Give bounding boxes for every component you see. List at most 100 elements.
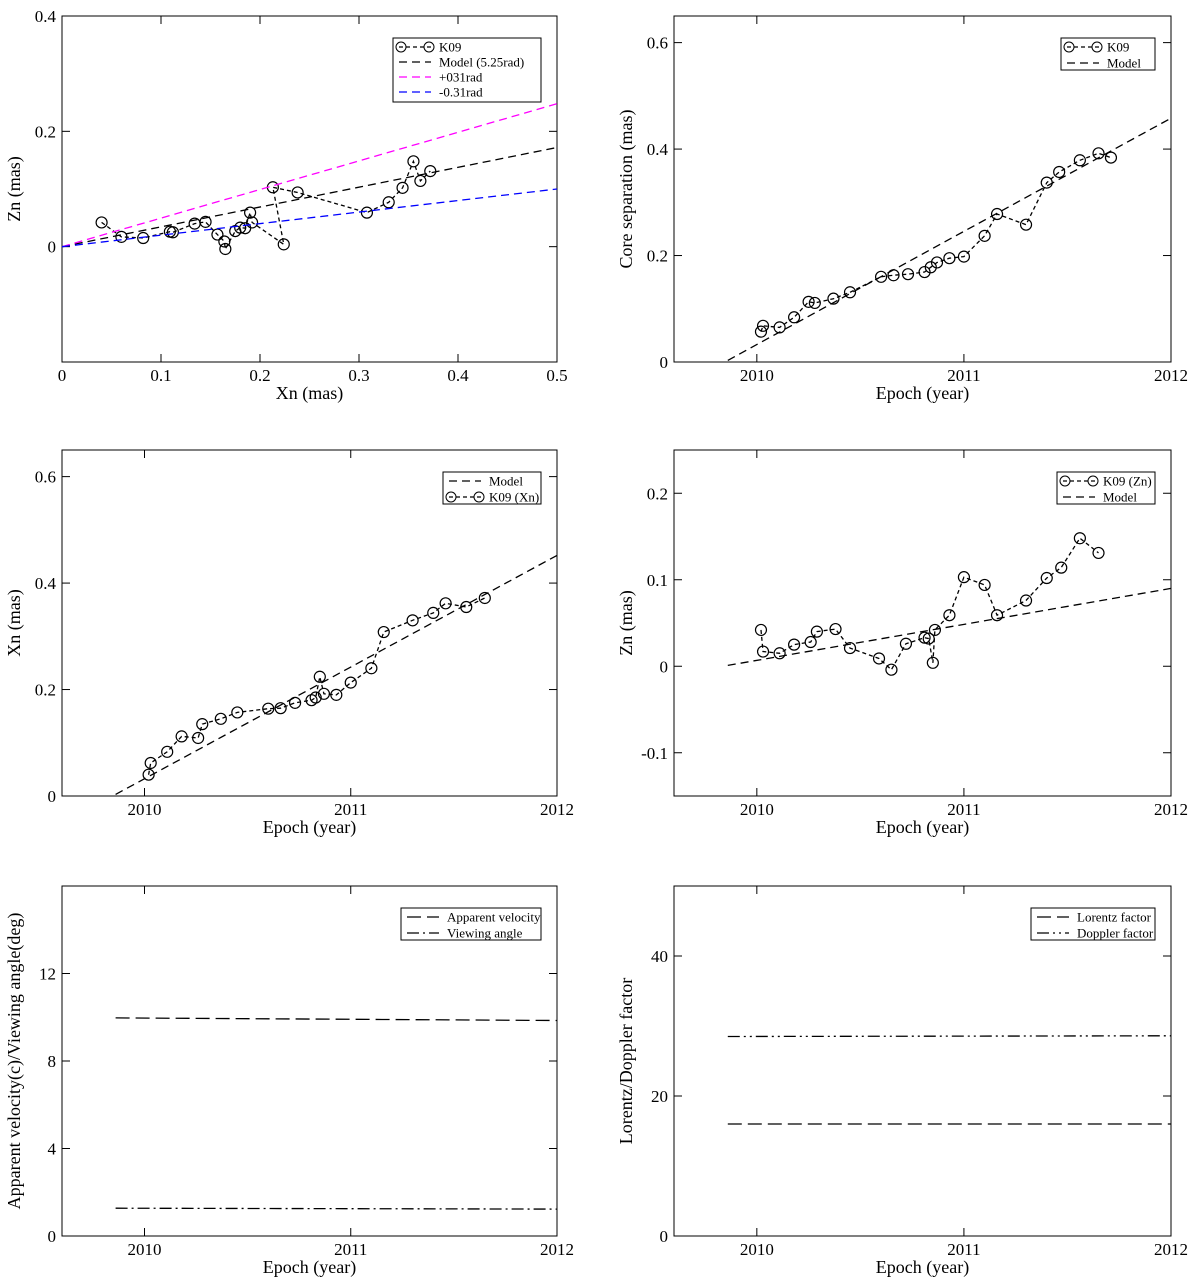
x-axis-label: Epoch (year) [876,1257,969,1278]
legend-label: Doppler factor [1077,926,1154,941]
series-line-k09-xn [147,597,486,775]
series-line-apparent-velocity [115,1017,558,1022]
data-point [234,221,247,234]
data-point [291,186,304,199]
data-point [309,691,322,704]
y-tick-label: 0.4 [35,574,57,593]
y-tick-label: 4 [48,1140,57,1159]
y-tick-label: 0 [48,1227,57,1246]
legend-box [1030,907,1156,941]
data-point [874,270,888,283]
series-line-model [727,587,1172,667]
legend-label: Lorentz factor [1077,910,1152,925]
y-axis-label: Core separation (mas) [616,110,637,269]
data-point [918,631,931,644]
data-point [137,231,150,245]
data-point [196,718,209,731]
data-point [330,688,343,701]
data-point [344,676,357,689]
data-point [957,571,971,584]
series-line-doppler-factor [727,1035,1172,1038]
data-point [406,614,419,627]
data-point [1073,154,1086,167]
y-tick-label: 0.2 [35,122,56,141]
legend-label: +031rad [439,70,483,85]
y-tick-label: 0 [660,657,669,676]
x-tick-label: 0.1 [150,366,171,385]
legend-label: Viewing angle [447,926,523,941]
legend-marker [395,41,407,53]
data-point [788,638,801,651]
data-point [773,321,786,334]
legend-marker [473,491,485,503]
x-tick-label: 0.2 [249,366,270,385]
y-tick-label: 0.2 [647,484,668,503]
data-point [990,609,1004,622]
x-tick-label: 0.5 [546,366,567,385]
y-axis-label: Zn (mas) [4,156,25,221]
data-point [957,250,971,263]
data-point [396,181,409,194]
data-point [1019,218,1033,231]
data-point [199,215,212,228]
data-point [843,641,857,655]
series-line-k09 [101,159,431,252]
plot-frame [673,449,1172,797]
y-tick-label: -0.1 [641,744,668,763]
legend-label: Model [1103,490,1137,505]
legend-marker [423,41,435,53]
data-point [1040,571,1053,585]
data-point [142,768,155,781]
y-tick-label: 0 [660,1227,669,1246]
data-point [427,606,440,619]
x-tick-label: 0 [58,366,67,385]
data-point [943,252,956,265]
data-point [990,207,1004,221]
chart-3: 2010 2011 2012 0 0.2 0.4 0.6 Epoch (year) Xn (ma… [4,449,574,838]
legend-label: K09 (Zn) [1103,474,1152,489]
x-tick-label: 2010 [740,366,774,385]
x-tick-label: 2011 [947,1240,980,1259]
data-point [360,206,374,219]
x-tick-label: 0.4 [447,366,469,385]
data-point [377,625,390,639]
y-tick-label: 0.6 [647,34,668,53]
data-point [885,663,898,676]
y-tick-label: 0.6 [35,468,56,487]
data-point [1019,594,1033,607]
chart-5: 2010 2011 2012 0 4 8 12 Epoch (year) Apparent ve… [4,885,574,1278]
x-tick-label: 2011 [334,800,367,819]
x-axis-label: Epoch (year) [263,1257,356,1278]
data-point [175,730,188,743]
data-point [1055,561,1068,574]
data-point [802,295,815,308]
x-tick-label: 2012 [1154,800,1188,819]
legend-label: Apparent velocity [447,910,541,925]
data-point [788,311,801,324]
data-point [478,591,491,605]
data-point [244,206,257,219]
series-line-031rad [61,103,558,248]
y-tick-label: 12 [39,965,56,984]
data-point [827,292,840,305]
data-point [1104,151,1118,164]
plot-frame [61,449,558,797]
data-point [810,625,823,638]
x-tick-label: 2012 [540,800,574,819]
data-point [214,712,227,725]
y-tick-label: 0 [48,238,57,257]
data-point [1092,546,1105,560]
data-point [365,662,378,675]
data-point [219,242,232,256]
chart-4: 2010 2011 2012 -0.1 0 0.1 0.2 Epoch (year) Zn (m… [616,449,1188,838]
legend-box [1060,37,1156,71]
data-point [804,635,817,649]
data-point [192,731,205,745]
data-point [928,623,942,637]
legend-label: -0.31rad [439,85,483,100]
legend-box [1056,471,1156,505]
data-point [926,656,939,669]
data-point [1053,165,1066,179]
x-axis-label: Epoch (year) [876,817,969,838]
